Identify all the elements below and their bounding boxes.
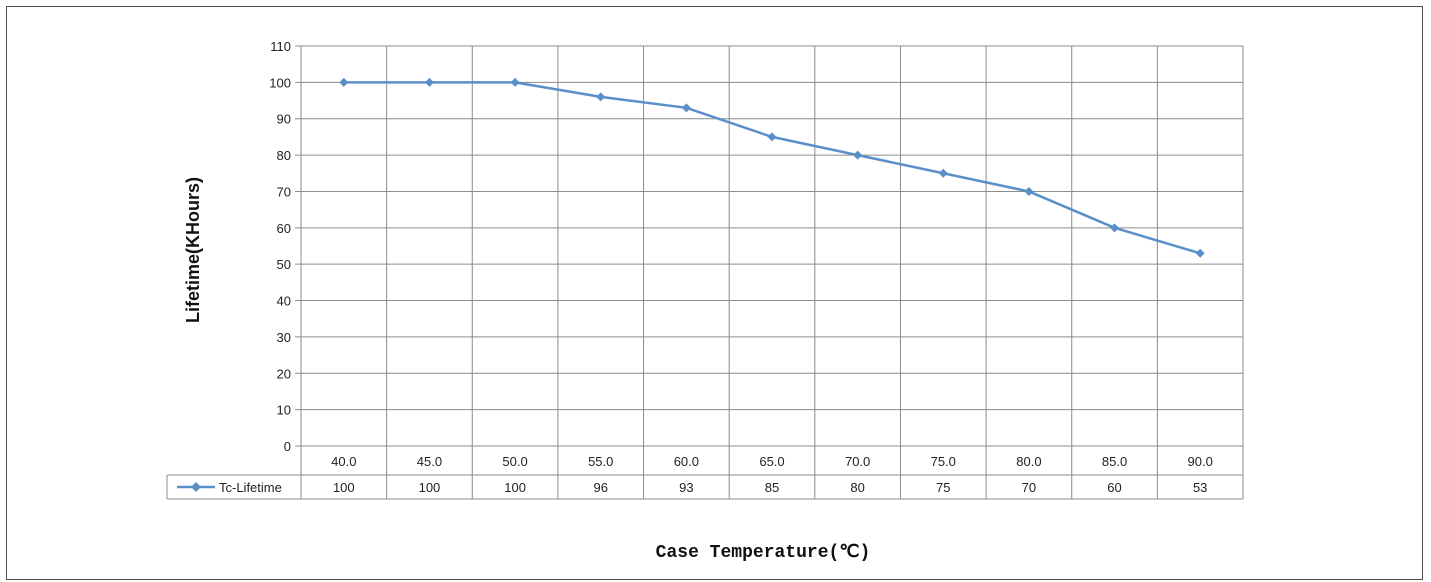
- table-value: 53: [1193, 480, 1207, 495]
- y-tick-label: 10: [277, 403, 291, 418]
- y-tick-label: 20: [277, 366, 291, 381]
- data-point: [425, 78, 434, 87]
- x-category-label: 90.0: [1188, 454, 1213, 469]
- data-table: 40.0 45.0 50.0 55.0 60.0 65.0 70.0 75.0 80.0 85.0…: [167, 454, 1243, 499]
- data-point: [1110, 223, 1119, 232]
- y-axis-ticks: 0 10 20 30 40 50 60 70 80 90 100 110: [269, 39, 291, 454]
- x-category-label: 75.0: [931, 454, 956, 469]
- table-value: 70: [1022, 480, 1036, 495]
- x-category-label: 55.0: [588, 454, 613, 469]
- y-tick-label: 110: [270, 39, 291, 54]
- table-value: 80: [850, 480, 864, 495]
- x-category-label: 85.0: [1102, 454, 1127, 469]
- table-value: 93: [679, 480, 693, 495]
- x-category-label: 60.0: [674, 454, 699, 469]
- x-axis-label: Case Temperature(℃): [656, 543, 871, 563]
- x-category-label: 80.0: [1016, 454, 1041, 469]
- y-tick-label: 70: [277, 184, 291, 199]
- x-category-label: 45.0: [417, 454, 442, 469]
- data-point: [939, 169, 948, 178]
- data-point: [596, 92, 605, 101]
- table-value: 60: [1107, 480, 1121, 495]
- table-value: 85: [765, 480, 779, 495]
- table-value: 75: [936, 480, 950, 495]
- data-point: [1024, 187, 1033, 196]
- legend-label: Tc-Lifetime: [219, 480, 282, 495]
- y-tick-label: 80: [277, 148, 291, 163]
- y-tick-label: 90: [277, 112, 291, 127]
- data-point: [339, 78, 348, 87]
- y-tick-label: 50: [277, 257, 291, 272]
- legend-marker: [191, 482, 201, 492]
- y-tick-label: 30: [277, 330, 291, 345]
- y-tick-label: 0: [284, 439, 291, 454]
- y-tick-label: 40: [277, 294, 291, 309]
- table-value: 96: [593, 480, 607, 495]
- x-category-label: 70.0: [845, 454, 870, 469]
- data-point: [853, 151, 862, 160]
- x-category-label: 40.0: [331, 454, 356, 469]
- data-point: [768, 132, 777, 141]
- table-value: 100: [504, 480, 526, 495]
- data-point: [1196, 249, 1205, 258]
- data-point: [682, 103, 691, 112]
- x-category-label: 50.0: [502, 454, 527, 469]
- x-category-label: 65.0: [759, 454, 784, 469]
- y-tick-label: 100: [269, 75, 291, 90]
- table-value: 100: [333, 480, 355, 495]
- series-layer: [339, 78, 1204, 258]
- table-value: 100: [419, 480, 441, 495]
- y-tick-label: 60: [277, 221, 291, 236]
- grid-layer: [295, 46, 1243, 499]
- data-point: [511, 78, 520, 87]
- y-axis-label: Lifetime(KHours): [183, 177, 203, 323]
